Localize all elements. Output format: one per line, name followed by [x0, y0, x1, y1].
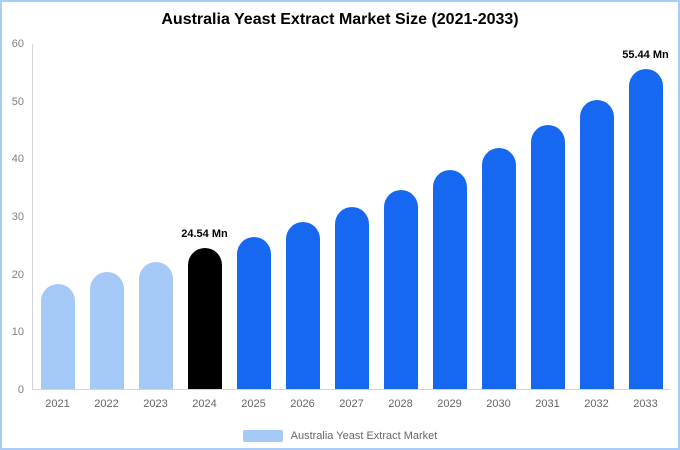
y-tick-label: 10 — [11, 326, 24, 339]
bar-slot: 2028 — [383, 44, 418, 410]
bar-2024 — [187, 247, 222, 389]
y-tick-label: 0 — [17, 384, 24, 396]
x-tick-label: 2022 — [94, 398, 119, 410]
x-tick-label: 2031 — [535, 398, 560, 410]
chart-title: Australia Yeast Extract Market Size (202… — [161, 11, 519, 28]
bar-slot: 2026 — [285, 44, 320, 410]
x-tick-label: 2028 — [388, 398, 413, 410]
x-tick-label: 2026 — [290, 398, 315, 410]
bar-slot: 2022 — [89, 44, 124, 410]
x-tick-label: 2033 — [633, 398, 658, 410]
legend-label: Australia Yeast Extract Market — [290, 430, 438, 442]
x-tick-label: 2029 — [437, 398, 462, 410]
y-tick-label: 50 — [11, 95, 24, 108]
x-tick-label: 2032 — [584, 398, 609, 410]
bar-slot: 55.44 Mn 2033 — [622, 44, 668, 410]
bar-value-label: 24.54 Mn — [181, 227, 228, 240]
x-tick-label: 2025 — [241, 398, 266, 410]
y-tick-label: 30 — [11, 211, 24, 223]
bar-slot: 2032 — [579, 44, 614, 410]
bar-2032 — [579, 100, 614, 389]
plot-area: 2021 2022 2023 24.54 Mn 2024 2025 2026 2027 2028… — [32, 44, 670, 411]
legend: Australia Yeast Extract Market — [2, 430, 678, 442]
x-tick-label: 2021 — [45, 398, 70, 410]
bar-2022 — [89, 271, 124, 389]
bar-slot: 2021 — [40, 44, 75, 410]
bar-slot: 2031 — [530, 44, 565, 410]
x-tick-label: 2023 — [143, 398, 168, 410]
bar-2030 — [481, 147, 516, 389]
bar-2021 — [40, 284, 75, 389]
bar-2023 — [138, 262, 173, 389]
bar-slot: 2027 — [334, 44, 369, 410]
bar-2026 — [285, 221, 320, 389]
bars-area: 2021 2022 2023 24.54 Mn 2024 2025 2026 2027 2028… — [33, 44, 670, 411]
y-tick-label: 60 — [11, 38, 24, 50]
bar-2025 — [236, 236, 271, 389]
x-tick-label: 2030 — [486, 398, 511, 410]
bar-slot: 2030 — [481, 44, 516, 410]
y-tick-label: 40 — [11, 153, 24, 166]
bar-2027 — [334, 206, 369, 389]
bar-2033 — [628, 69, 663, 389]
bar-2028 — [383, 190, 418, 389]
bar-2029 — [432, 169, 467, 389]
x-tick-label: 2027 — [339, 398, 364, 410]
legend-swatch — [242, 430, 283, 442]
bar-slot: 2023 — [138, 44, 173, 410]
bar-2031 — [530, 124, 565, 389]
y-axis: 0 10 20 30 40 50 60 — [2, 38, 28, 396]
bar-slot: 2029 — [432, 44, 467, 410]
y-tick-label: 20 — [11, 268, 24, 281]
bar-slot: 2025 — [236, 44, 271, 410]
bar-value-label: 55.44 Mn — [622, 49, 669, 62]
bar-slot: 24.54 Mn 2024 — [181, 44, 227, 411]
x-tick-label: 2024 — [192, 398, 217, 410]
